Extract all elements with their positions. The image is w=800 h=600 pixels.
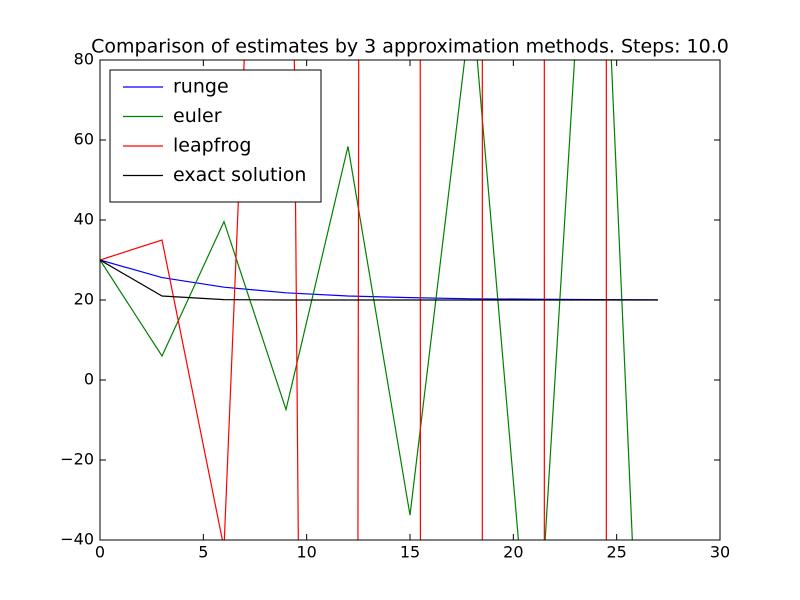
x-tick-label: 10: [296, 543, 316, 562]
chart-title: Comparison of estimates by 3 approximati…: [91, 36, 729, 58]
y-tick-label: −20: [60, 450, 94, 469]
y-tick-label: 40: [74, 210, 94, 229]
y-tick-label: 60: [74, 130, 94, 149]
y-tick-label: 0: [84, 370, 94, 389]
x-tick-label: 25: [606, 543, 626, 562]
legend-label: leapfrog: [173, 135, 251, 157]
x-tick-label: 0: [95, 543, 105, 562]
legend-label: runge: [173, 76, 229, 98]
legend-box: [109, 69, 322, 203]
y-tick-label: 20: [74, 290, 94, 309]
x-tick-label: 5: [198, 543, 208, 562]
series-line: [100, 60, 607, 540]
series-line: [100, 60, 633, 540]
plot-area: [100, 60, 659, 540]
x-tick-label: 20: [503, 543, 523, 562]
legend-label: exact solution: [173, 164, 306, 186]
series-line: [100, 259, 658, 301]
x-tick-label: 15: [400, 543, 420, 562]
y-tick-label: −40: [60, 530, 94, 549]
y-tick-label: 80: [74, 50, 94, 69]
x-tick-label: 30: [710, 543, 730, 562]
legend-label: euler: [173, 105, 222, 127]
